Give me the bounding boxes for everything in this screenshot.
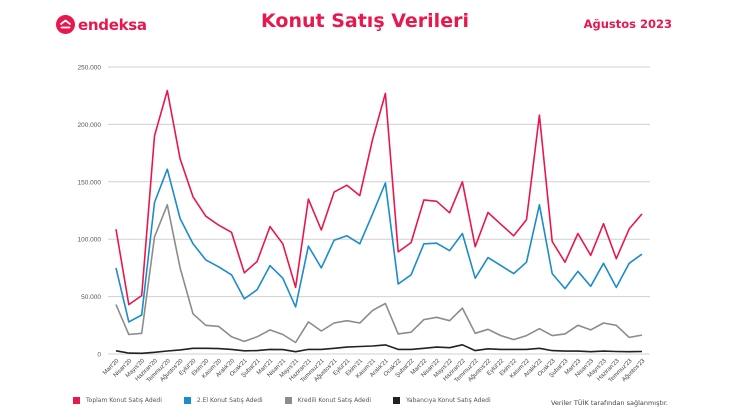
- legend-item: Toplam Konut Satış Adedi: [73, 397, 162, 404]
- legend-label: Kredili Konut Satış Adedi: [297, 397, 372, 404]
- legend-item: Kredili Konut Satış Adedi: [284, 397, 372, 404]
- y-tick-label: 150.000: [78, 179, 102, 186]
- series-line: [115, 168, 643, 323]
- legend-label: Yabancıya Konut Satış Adedi: [406, 397, 491, 404]
- series-line: [115, 89, 643, 306]
- legend-item: 2.El Konut Satış Adedi: [183, 397, 263, 404]
- legend-swatch: [284, 397, 292, 404]
- period-label: Ağustos 2023: [583, 17, 672, 31]
- y-tick-label: 50.000: [81, 294, 101, 301]
- legend-item: Yabancıya Konut Satış Adedi: [393, 397, 491, 404]
- page-title: Konut Satış Verileri: [261, 10, 469, 32]
- legend-label: 2.El Konut Satış Adedi: [196, 397, 263, 404]
- house-icon: [56, 15, 75, 34]
- logo-text: endeksa: [78, 15, 147, 34]
- source-note: Veriler TÜİK tarafından sağlanmıştır.: [550, 399, 668, 407]
- endeksa-logo: endeksa: [56, 15, 147, 34]
- y-tick-label: 250.000: [78, 65, 102, 72]
- y-tick-label: 100.000: [78, 237, 102, 244]
- legend-swatch: [183, 397, 191, 404]
- y-tick-label: 0: [97, 352, 101, 359]
- legend-label: Toplam Konut Satış Adedi: [86, 397, 162, 404]
- legend-swatch: [393, 397, 401, 404]
- chart-legend: Toplam Konut Satış Adedi 2.El Konut Satış…: [73, 397, 491, 404]
- legend-swatch: [73, 397, 80, 404]
- series-line: [115, 343, 643, 355]
- y-tick-label: 200.000: [78, 122, 102, 129]
- series-line: [115, 204, 643, 344]
